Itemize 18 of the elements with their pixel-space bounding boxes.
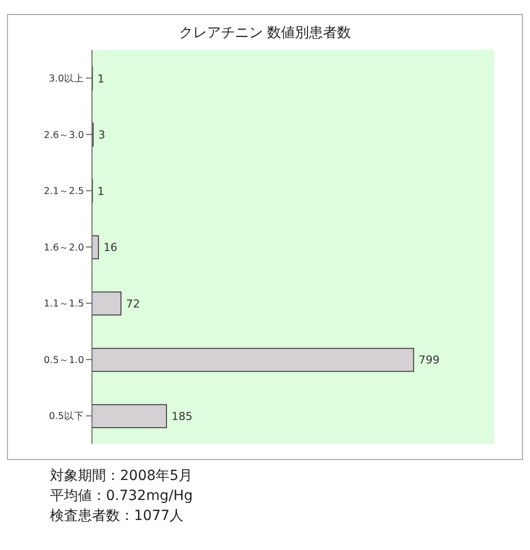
- y-tick-label: 2.1～2.5: [44, 186, 84, 198]
- text: 平均値：0.732mg/Hg: [50, 487, 193, 506]
- data-label: 72: [126, 297, 140, 310]
- text: 検査患者数：1077人: [50, 507, 185, 526]
- y-tick-label: 1.6～2.0: [44, 242, 84, 254]
- y-tick-label: 0.5以下: [48, 410, 84, 422]
- data-label: 185: [171, 410, 192, 424]
- y-tick-label: 1.1～1.5: [44, 298, 84, 310]
- data-label: 3: [98, 128, 106, 142]
- text: 対象期間：2008年5月: [50, 467, 193, 486]
- data-label: 16: [103, 241, 118, 254]
- y-tick-label: 3.0以上: [48, 72, 84, 85]
- y-tick-label: 0.5～1.0: [44, 354, 84, 366]
- data-label: 799: [418, 354, 440, 367]
- data-label: 1: [97, 184, 104, 198]
- y-tick-label: 2.6～3.0: [44, 130, 84, 141]
- data-label: 1: [97, 72, 104, 86]
- chart-title: クレアチニン 数値別患者数: [178, 24, 352, 42]
